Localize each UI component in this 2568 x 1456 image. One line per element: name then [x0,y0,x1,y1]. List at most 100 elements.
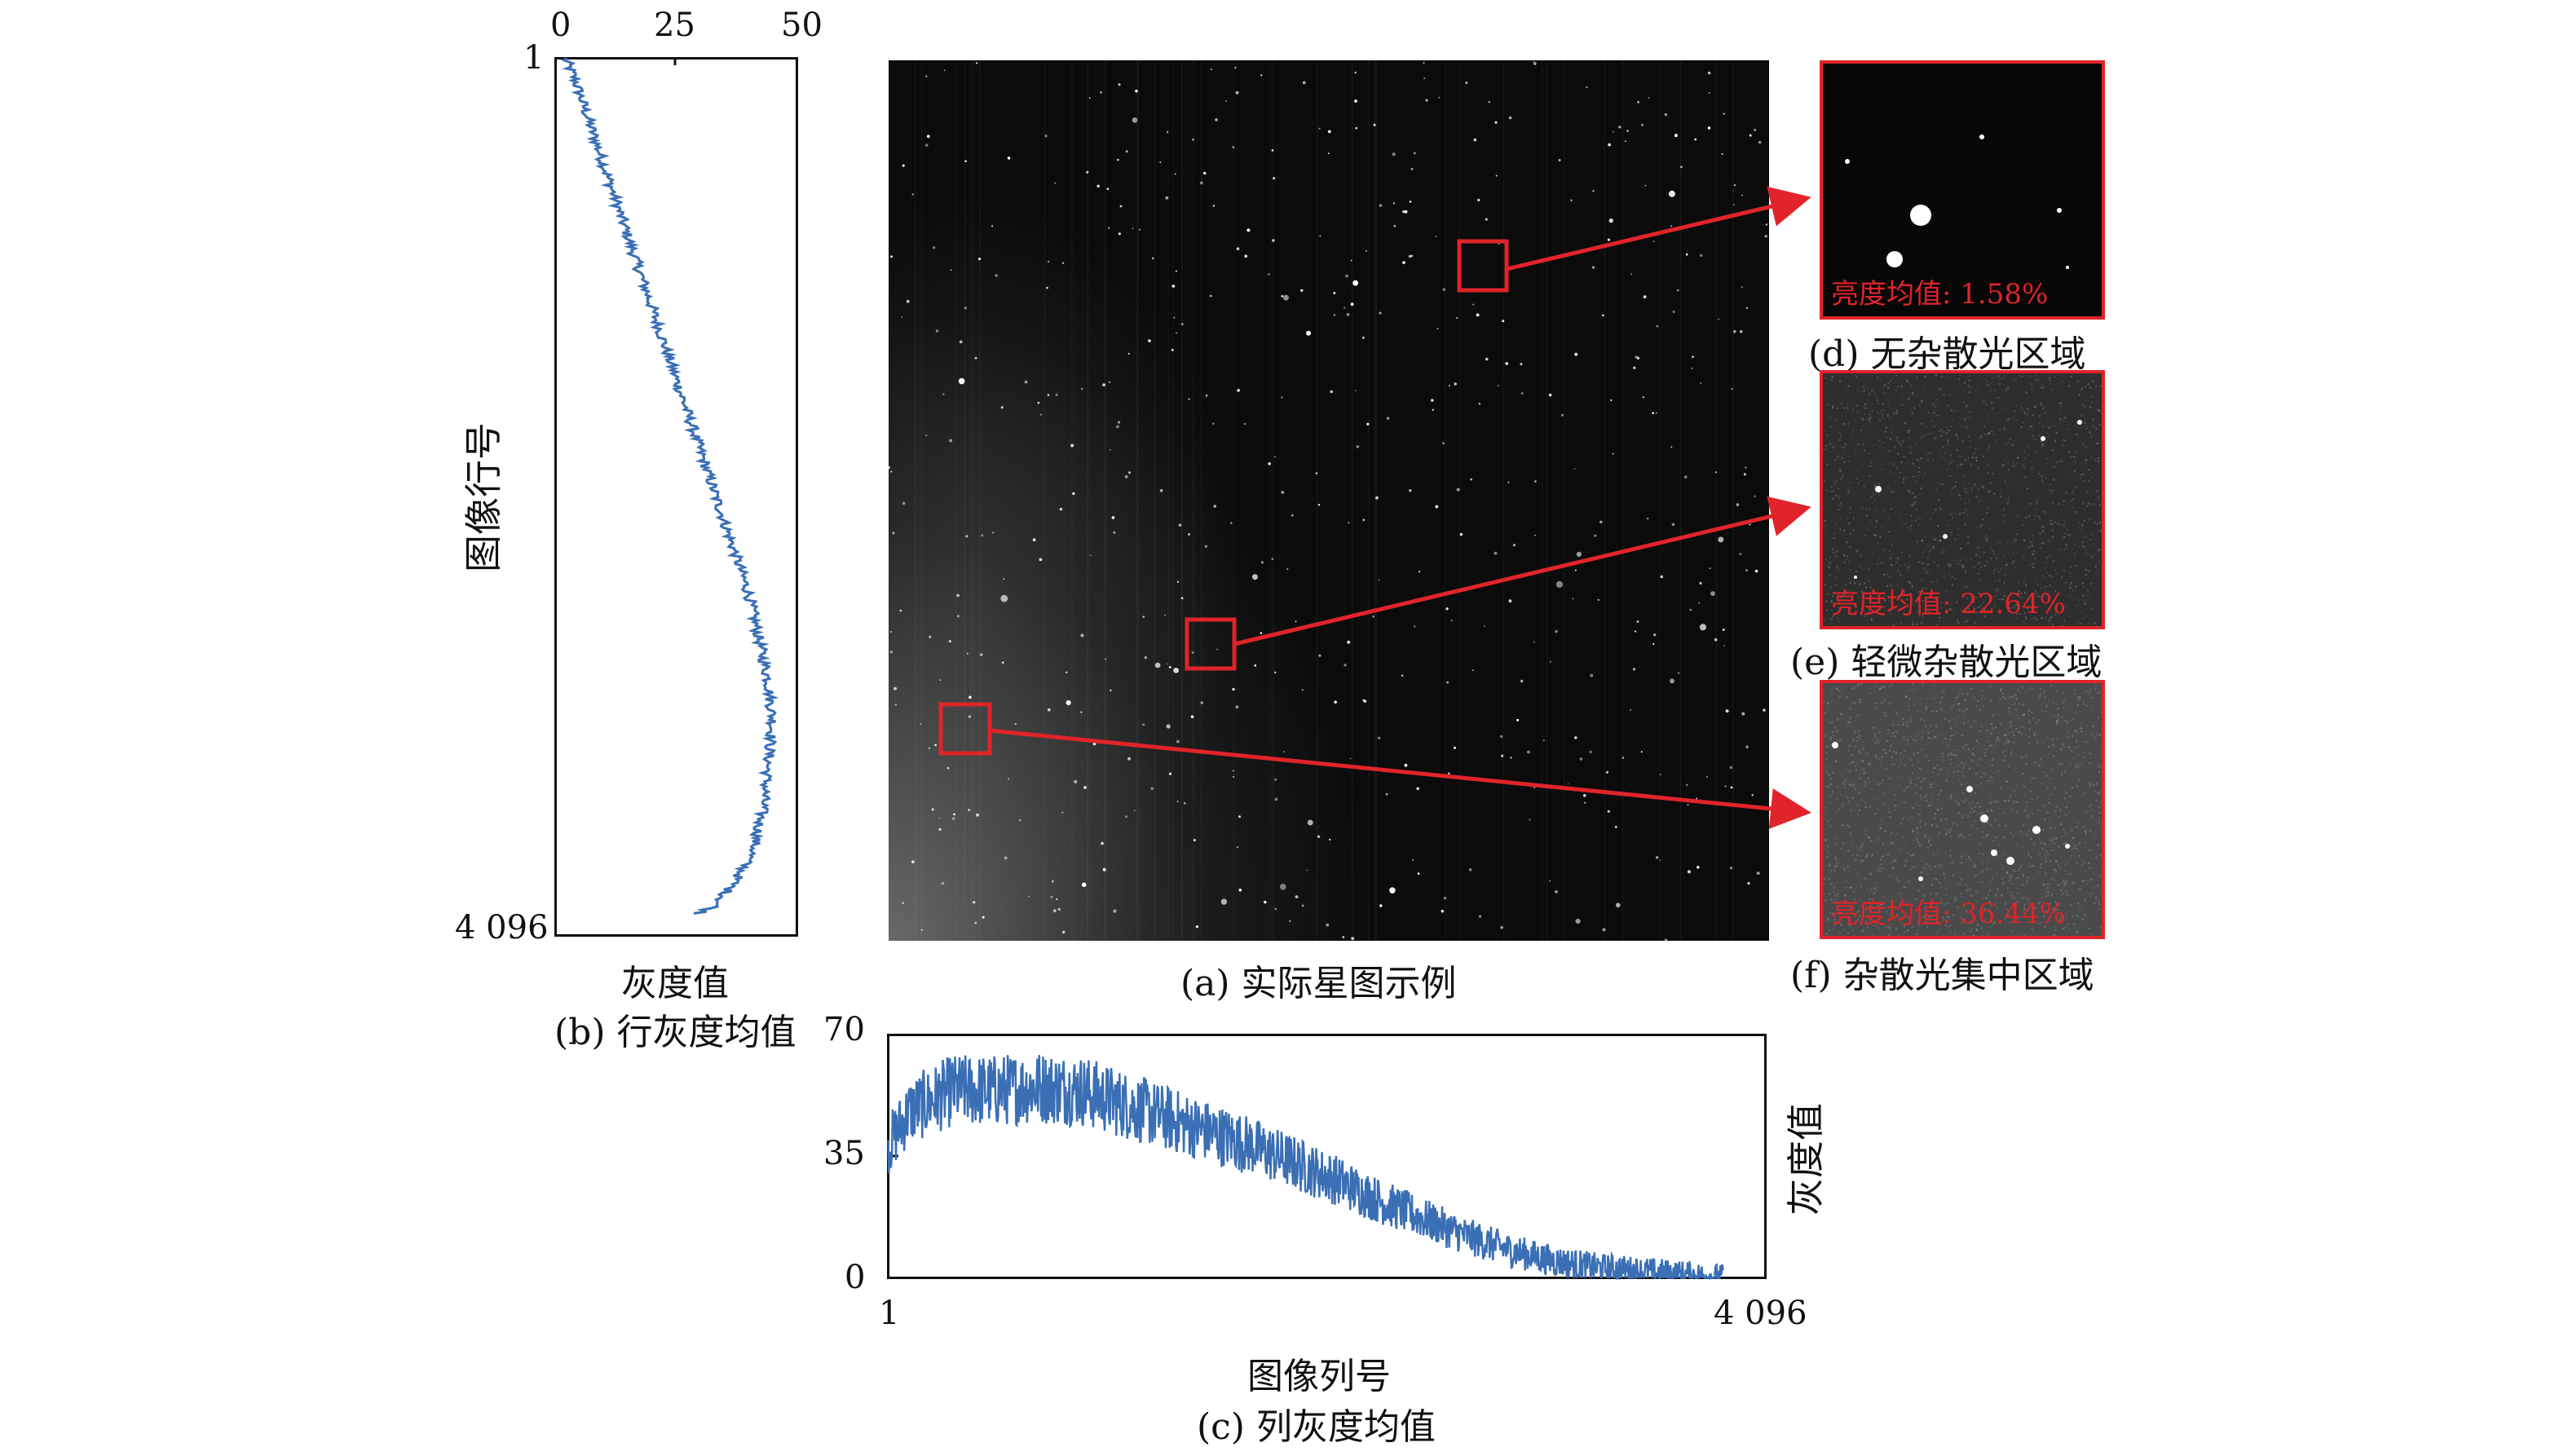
star [1607,810,1610,813]
noise-pixel [2040,693,2042,695]
noise-pixel [2010,696,2012,699]
noise-pixel [2030,790,2032,792]
noise-pixel [1997,801,1999,803]
noise-pixel [1977,880,1979,883]
noise-pixel [1891,756,1893,758]
noise-pixel [1860,683,1862,686]
noise-pixel [2028,830,2031,832]
noise-pixel [2061,444,2063,447]
noise-pixel [1945,610,1948,612]
noise-pixel [1984,774,1987,777]
noise-pixel [1869,891,1871,893]
noise-pixel [2047,753,2050,756]
star [1171,285,1176,288]
noise-pixel [1881,702,1883,704]
noise-pixel [2076,764,2077,766]
noise-pixel [2095,799,2098,801]
noise-pixel [1892,624,1895,626]
noise-pixel [2075,766,2077,769]
noise-pixel [2092,418,2094,421]
noise-pixel [2074,564,2076,567]
noise-pixel [2076,785,2078,788]
noise-pixel [1836,858,1838,861]
noise-pixel [2054,376,2056,378]
noise-pixel [2082,594,2085,597]
noise-pixel [2042,526,2045,528]
star [938,817,941,819]
star [1044,135,1048,138]
noise-pixel [1906,526,1908,528]
inset-star [1980,814,1988,823]
noise-pixel [2042,386,2045,389]
noise-pixel [1891,735,1892,737]
noise-pixel [2098,410,2101,413]
noise-pixel [1912,829,1914,832]
noise-pixel [1992,550,1994,553]
arrow-to-d [1506,186,1811,271]
noise-pixel [1932,697,1935,699]
noise-pixel [1838,809,1840,811]
noise-pixel [1877,402,1880,404]
noise-pixel [1992,759,1994,761]
noise-pixel [2007,887,2010,889]
noise-pixel [2094,902,2096,905]
star [1135,89,1138,93]
noise-pixel [1960,547,1962,549]
noise-pixel [2056,721,2058,723]
noise-pixel [1922,474,1925,477]
noise-pixel [2011,418,2013,421]
noise-pixel [1923,907,1926,909]
noise-pixel [2062,439,2064,441]
noise-pixel [1983,836,1985,838]
noise-pixel [1833,919,1836,921]
noise-pixel [2075,915,2077,917]
noise-pixel [1926,433,1929,435]
noise-pixel [1986,538,1988,540]
star [1355,126,1358,130]
noise-pixel [2015,727,2018,730]
noise-pixel [1985,783,1988,785]
noise-pixel [2034,580,2036,582]
noise-pixel [2099,522,2101,524]
noise-pixel [1900,823,1902,825]
noise-pixel [1861,748,1863,751]
noise-pixel [2088,622,2090,624]
noise-pixel [1875,526,1877,528]
star [1723,113,1725,115]
noise-pixel [2029,865,2032,867]
noise-pixel [1839,518,1841,521]
noise-pixel [1919,767,1922,770]
star [1548,393,1552,397]
noise-pixel [1988,901,1991,903]
noise-pixel [1847,404,1849,406]
noise-pixel [2076,416,2079,418]
noise-pixel [1916,623,1918,625]
noise-pixel [1975,457,1978,459]
star [1454,382,1457,386]
noise-pixel [1997,375,2000,377]
star [1138,228,1141,231]
star [1592,190,1595,192]
noise-pixel [1996,889,1998,891]
noise-pixel [1901,404,1904,406]
noise-pixel [1829,721,1831,724]
noise-pixel [2085,458,2088,461]
noise-pixel [2007,475,2010,478]
noise-pixel [2063,620,2066,622]
noise-pixel [2072,757,2075,759]
noise-pixel [2069,845,2072,847]
noise-pixel [1856,607,1859,609]
noise-pixel [2067,534,2070,536]
noise-pixel [2026,801,2028,804]
star [901,316,903,318]
noise-pixel [2062,429,2064,431]
noise-pixel [1886,739,1888,742]
noise-pixel [1892,867,1895,869]
noise-pixel [2097,844,2099,846]
star [1691,367,1693,369]
noise-pixel [1917,474,1920,477]
noise-pixel [1841,446,1843,448]
noise-pixel [1938,793,1940,796]
noise-pixel [2006,739,2009,742]
noise-pixel [2082,503,2085,505]
